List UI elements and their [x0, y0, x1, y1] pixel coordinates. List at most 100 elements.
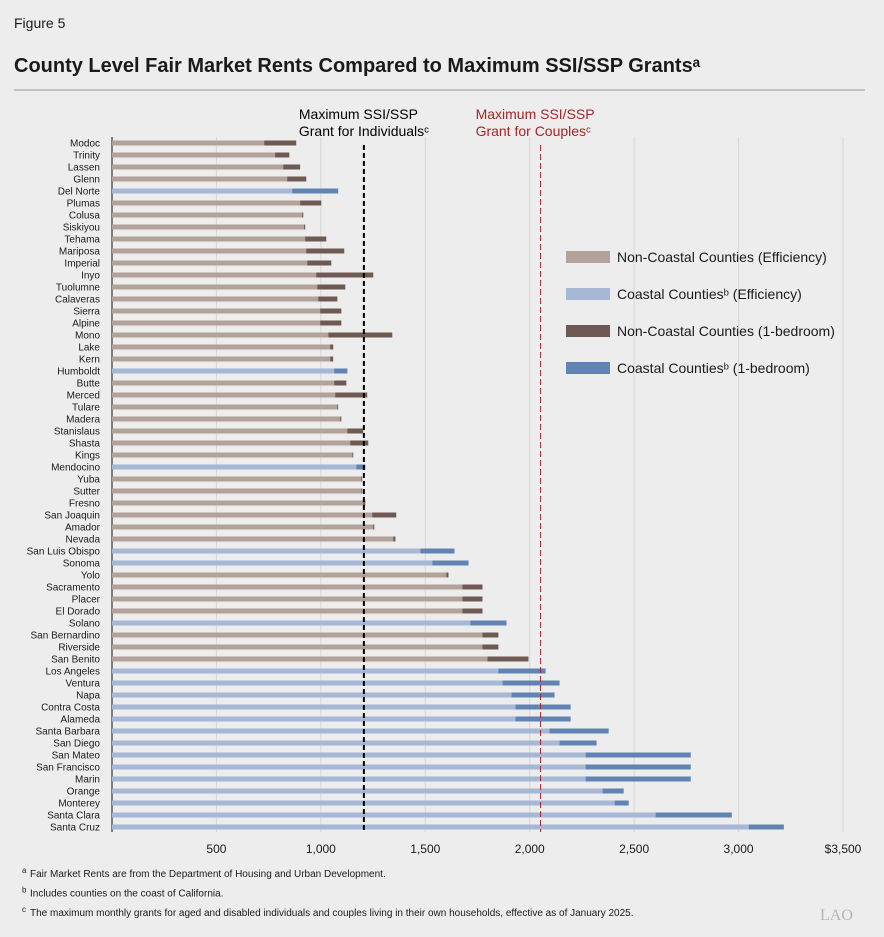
y-tick-label: Placer — [72, 595, 101, 606]
bar — [112, 332, 329, 338]
y-tick-label: Kern — [79, 355, 100, 366]
bar — [112, 296, 319, 302]
y-tick-label: Siskiyou — [63, 223, 100, 234]
legend-label: Coastal Countiesᵇ (1-bedroom) — [617, 360, 810, 376]
bar — [112, 344, 331, 350]
x-tick-label: $3,500 — [825, 842, 862, 856]
y-tick-label: Del Norte — [58, 187, 101, 198]
reference-label: Maximum SSI/SSP — [476, 106, 595, 122]
bar — [112, 524, 374, 530]
bar — [112, 428, 348, 434]
x-tick-label: 2,000 — [515, 842, 545, 856]
bar — [112, 680, 503, 686]
y-tick-label: Mendocino — [51, 463, 100, 474]
bar — [112, 356, 331, 362]
y-tick-label: Contra Costa — [41, 703, 100, 714]
y-tick-label: Santa Clara — [47, 811, 100, 822]
legend-swatch — [566, 288, 610, 300]
bar — [112, 500, 364, 506]
bar — [112, 788, 603, 794]
y-tick-label: Nevada — [66, 535, 101, 546]
bar — [112, 320, 321, 326]
bar — [112, 176, 288, 182]
y-tick-label: Kings — [75, 451, 100, 462]
x-tick-label: 1,500 — [410, 842, 440, 856]
legend-swatch — [566, 251, 610, 263]
y-tick-label: San Diego — [53, 739, 100, 750]
bar — [112, 728, 550, 734]
bar — [112, 140, 265, 146]
y-tick-label: Fresno — [69, 499, 101, 510]
y-tick-label: Plumas — [67, 199, 100, 210]
y-tick-label: Inyo — [81, 271, 100, 282]
x-tick-label: 3,000 — [724, 842, 754, 856]
y-tick-label: Sierra — [73, 307, 100, 318]
legend-label: Non-Coastal Counties (Efficiency) — [617, 249, 827, 265]
y-tick-label: Madera — [66, 415, 100, 426]
chart-title: County Level Fair Market Rents Compared … — [14, 55, 701, 77]
bar — [112, 464, 357, 470]
y-tick-label: Imperial — [64, 259, 100, 270]
bar — [112, 752, 586, 758]
y-tick-label: Los Angeles — [46, 667, 101, 678]
footnote: Includes counties on the coast of Califo… — [30, 889, 223, 900]
bar — [112, 632, 483, 638]
y-tick-label: Sonoma — [63, 559, 101, 570]
y-tick-label: Santa Cruz — [50, 823, 100, 834]
y-tick-label: Napa — [76, 691, 100, 702]
bar — [112, 584, 463, 590]
bar — [112, 560, 433, 566]
bar — [112, 272, 317, 278]
bar — [112, 740, 560, 746]
bar — [112, 536, 394, 542]
bar — [112, 236, 306, 242]
y-tick-label: Humboldt — [57, 367, 100, 378]
legend-label: Non-Coastal Counties (1-bedroom) — [617, 323, 835, 339]
bar — [112, 404, 338, 410]
bar — [112, 200, 301, 206]
y-tick-label: Riverside — [58, 643, 100, 654]
bar — [112, 776, 586, 782]
bar — [112, 152, 276, 158]
bar — [112, 716, 516, 722]
bar — [112, 476, 362, 482]
y-tick-label: Tuolumne — [56, 283, 101, 294]
y-tick-label: San Joaquin — [44, 511, 100, 522]
bar — [112, 440, 351, 446]
y-tick-label: Tehama — [64, 235, 100, 246]
bar — [112, 416, 341, 422]
bar — [112, 572, 447, 578]
y-tick-label: Merced — [67, 391, 100, 402]
legend-swatch — [566, 362, 610, 374]
y-tick-label: Lake — [78, 343, 100, 354]
legend-swatch — [566, 325, 610, 337]
bar — [112, 488, 362, 494]
y-tick-label: Calaveras — [55, 295, 100, 306]
footnote-marker: b — [22, 886, 27, 895]
x-tick-label: 1,000 — [306, 842, 336, 856]
footnote: Fair Market Rents are from the Departmen… — [30, 869, 386, 880]
y-tick-label: Glenn — [73, 175, 100, 186]
bar — [112, 596, 463, 602]
y-tick-label: Alpine — [72, 319, 100, 330]
bar — [112, 224, 305, 230]
y-tick-label: Trinity — [73, 151, 100, 162]
y-tick-label: Marin — [75, 775, 100, 786]
y-tick-label: Lassen — [68, 163, 100, 174]
y-tick-label: Butte — [77, 379, 101, 390]
bar — [112, 188, 293, 194]
bar — [112, 644, 483, 650]
figure-label: Figure 5 — [14, 15, 66, 31]
y-tick-label: San Francisco — [36, 763, 100, 774]
y-tick-label: Ventura — [66, 679, 101, 690]
y-tick-label: Orange — [67, 787, 101, 798]
y-tick-label: Amador — [65, 523, 101, 534]
logo: LAO — [820, 907, 853, 924]
bar — [112, 704, 516, 710]
bar — [112, 548, 421, 554]
bar — [112, 812, 656, 818]
bar — [112, 248, 307, 254]
y-tick-label: Modoc — [70, 139, 100, 150]
